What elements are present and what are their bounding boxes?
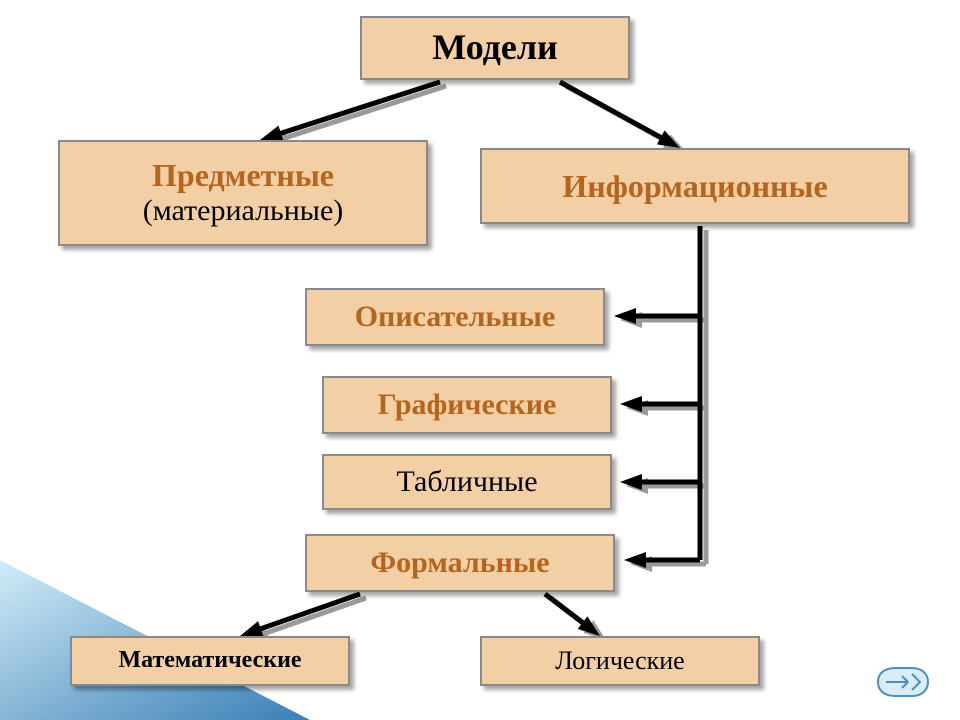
node-mathematical-line-0: Математические — [118, 647, 301, 675]
node-logical: Логические — [480, 636, 760, 686]
node-subject: Предметные (материальные) — [58, 140, 428, 246]
node-tabular: Табличные — [322, 454, 612, 510]
node-information: Информационные — [480, 148, 910, 224]
node-formal-line-0: Формальные — [370, 546, 549, 581]
node-information-line-0: Информационные — [562, 168, 827, 205]
node-graphic-line-0: Графические — [378, 388, 557, 423]
arrow-layer — [0, 0, 960, 720]
bottom-left-triangle — [0, 0, 960, 720]
node-descriptive-line-0: Описательные — [355, 300, 556, 335]
diagram-stage: Модели Предметные (материальные) Информа… — [0, 0, 960, 720]
node-formal: Формальные — [305, 534, 615, 592]
node-descriptive: Описательные — [305, 288, 605, 346]
node-logical-line-0: Логические — [555, 646, 684, 676]
node-mathematical: Математические — [70, 636, 350, 686]
next-slide-button[interactable] — [872, 662, 932, 702]
node-subject-line-0: Предметные — [152, 157, 334, 194]
node-subject-line-1: (материальные) — [143, 194, 344, 229]
node-graphic: Графические — [322, 376, 612, 434]
node-tabular-line-0: Табличные — [396, 465, 537, 500]
node-root: Модели — [360, 16, 630, 80]
node-root-line-0: Модели — [432, 27, 558, 68]
